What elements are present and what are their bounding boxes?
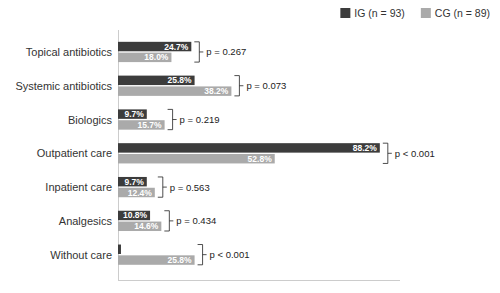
p-value: p = 0.267	[206, 46, 246, 57]
value-label: 52.8%	[248, 154, 273, 164]
category-label: Outpatient care	[37, 147, 112, 159]
bracket-line	[198, 245, 207, 265]
bracket-line	[383, 143, 392, 163]
bars	[118, 42, 380, 265]
value-label: 88.2%	[353, 143, 378, 153]
category-label: Topical antibiotics	[26, 46, 113, 58]
value-label: 15.7%	[137, 120, 162, 130]
bar	[118, 76, 195, 85]
chart-container: Topical antibiotics Systemic antibiotics B…	[0, 0, 500, 293]
bar	[118, 120, 165, 129]
legend-swatch	[340, 8, 350, 18]
category-label: Biologics	[68, 114, 113, 126]
p-value: p = 0.219	[180, 114, 220, 125]
bar	[118, 255, 195, 264]
bracket	[198, 245, 207, 265]
legend-item: IG (n = 93)	[340, 7, 404, 19]
bracket	[164, 211, 173, 231]
legend-item: CG (n = 89)	[421, 7, 490, 19]
legend-label: CG (n = 89)	[435, 7, 490, 19]
bar	[118, 211, 150, 220]
p-value: p = 0.073	[246, 80, 286, 91]
labels: 24.7%18.0% p = 0.267 25.8% 38.2% p = 0.073 9.…	[123, 42, 435, 266]
bracket-line	[164, 211, 173, 231]
value-label: 9.7%	[124, 109, 144, 119]
p-value: p = 0.563	[170, 182, 210, 193]
bar	[118, 222, 161, 231]
category-label: Systemic antibiotics	[15, 80, 112, 92]
bar	[118, 188, 155, 197]
legend-swatch	[421, 8, 431, 18]
value-label: 10.8%	[123, 210, 148, 220]
category-label: Inpatient care	[45, 181, 112, 193]
bracket	[234, 76, 243, 96]
bracket	[158, 177, 167, 197]
bracket	[168, 109, 177, 129]
bar	[118, 143, 380, 152]
page: {"chart_data": {"type": "bar", "orientat…	[0, 0, 500, 293]
bar	[118, 177, 147, 186]
bracket-line	[168, 109, 177, 129]
bar	[118, 86, 231, 95]
value-label: 25.8%	[167, 75, 192, 85]
bracket-line	[194, 42, 203, 62]
chart-svg: Topical antibiotics Systemic antibiotics B…	[0, 0, 500, 293]
bar	[118, 109, 147, 118]
value-label: 9.7%	[124, 177, 144, 187]
value-label: 14.6%	[134, 221, 159, 231]
legend: IG (n = 93) CG (n = 89)	[340, 7, 490, 19]
bar	[118, 245, 121, 254]
bracket-line	[234, 76, 243, 96]
value-label: 18.0%	[144, 52, 169, 62]
bar	[118, 42, 191, 51]
value-label: 12.4%	[128, 188, 153, 198]
bracket	[194, 42, 203, 62]
bracket-line	[158, 177, 167, 197]
value-label: 38.2%	[204, 86, 229, 96]
p-value: p < 0.001	[210, 249, 250, 260]
x-axis-line	[118, 280, 400, 281]
value-label: 25.8%	[167, 255, 192, 265]
legend-label: IG (n = 93)	[354, 7, 404, 19]
bar	[118, 154, 275, 163]
bracket	[383, 143, 392, 163]
p-value: p = 0.434	[176, 215, 216, 226]
p-value: p < 0.001	[395, 148, 435, 159]
bar	[118, 53, 171, 62]
category-label: Analgesics	[59, 215, 113, 227]
category-label: Without care	[50, 249, 112, 261]
value-label: 24.7%	[164, 42, 189, 52]
